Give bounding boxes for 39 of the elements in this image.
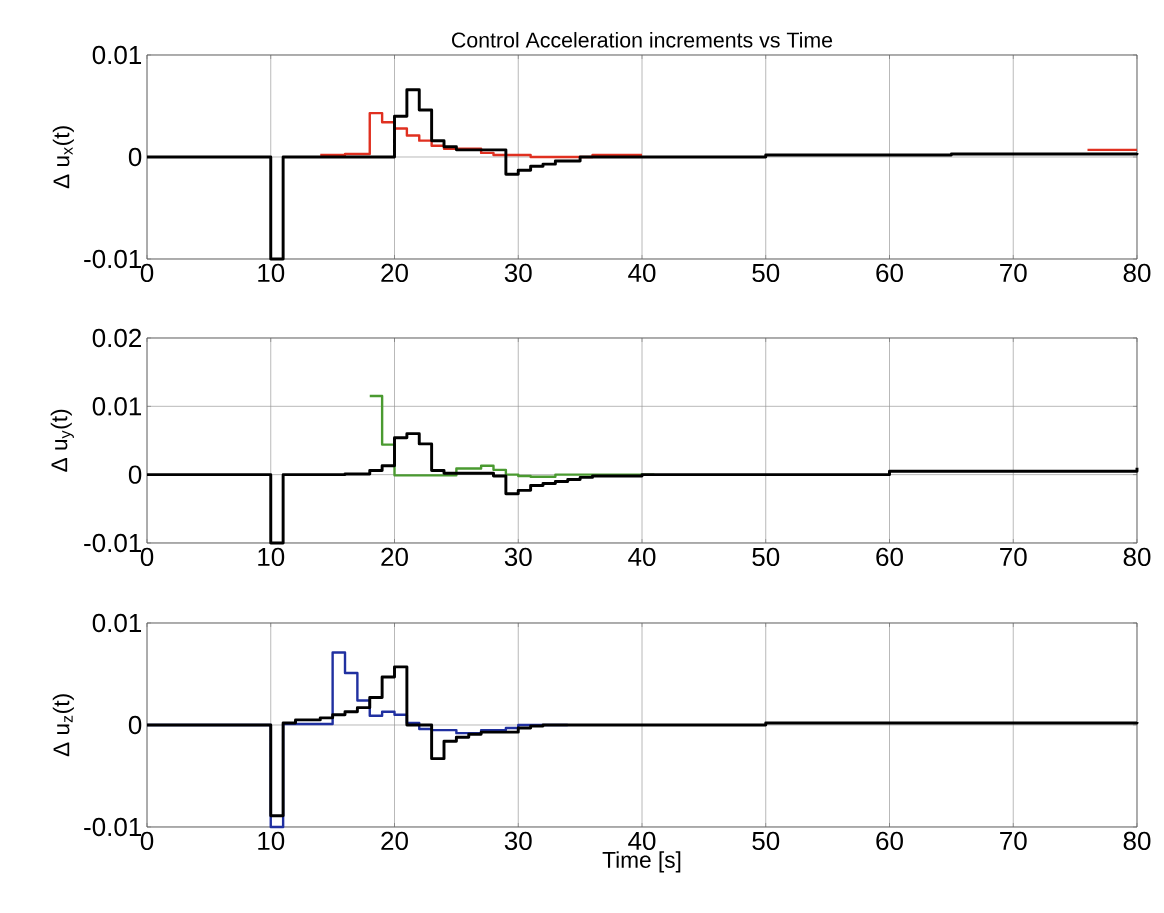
x-tick-label: 50: [752, 547, 780, 567]
x-tick-label: 50: [752, 263, 780, 283]
x-tick-label: 10: [258, 263, 285, 283]
x-tick-label: 40: [628, 547, 656, 567]
x-tick-label: 20: [381, 547, 408, 567]
y-tick-label: 0: [128, 465, 142, 484]
y-tick-label: 0: [128, 147, 142, 167]
x-tick-label: 60: [876, 831, 903, 851]
y-tick-label: -0.01: [84, 249, 142, 269]
x-tick-label: 40: [628, 831, 656, 851]
x-tick-label: 70: [1000, 831, 1027, 851]
y-tick-label: 0.02: [92, 328, 141, 348]
y-axis-title: Δ u$_{y}$(t): [50, 409, 74, 472]
x-tick-label: 70: [1000, 263, 1027, 283]
y-tick-label: 0.01: [92, 613, 142, 633]
x-tick-label: 10: [258, 547, 285, 567]
x-tick-label: 30: [504, 263, 532, 283]
x-tick-label: 80: [1123, 547, 1151, 567]
x-tick-label: 30: [504, 831, 532, 851]
x-tick-label: 60: [876, 547, 903, 567]
x-axis-title: Time [s]: [602, 851, 681, 873]
x-tick-label: 50: [752, 831, 780, 851]
x-tick-label: 60: [876, 263, 903, 283]
x-tick-label: 20: [381, 263, 408, 283]
x-tick-label: 80: [1123, 831, 1151, 851]
x-tick-label: 10: [258, 831, 285, 851]
x-tick-label: 20: [381, 831, 408, 851]
x-tick-label: 40: [628, 263, 656, 283]
y-tick-label: 0: [128, 715, 142, 735]
y-axis-title: Δ u$_{x}$(t): [52, 126, 74, 189]
y-tick-label: 0.01: [92, 45, 142, 65]
y-tick-label: -0.01: [84, 533, 142, 553]
chart-title: Control Acceleration increments vs Time: [452, 31, 833, 48]
y-tick-label: 0.01: [92, 397, 142, 416]
x-tick-label: 80: [1123, 263, 1151, 283]
y-tick-label: -0.01: [84, 817, 142, 837]
x-tick-label: 30: [504, 547, 532, 567]
y-axis-title: Δ u$_{z}$(t): [52, 694, 74, 757]
x-tick-label: 70: [1000, 547, 1027, 567]
